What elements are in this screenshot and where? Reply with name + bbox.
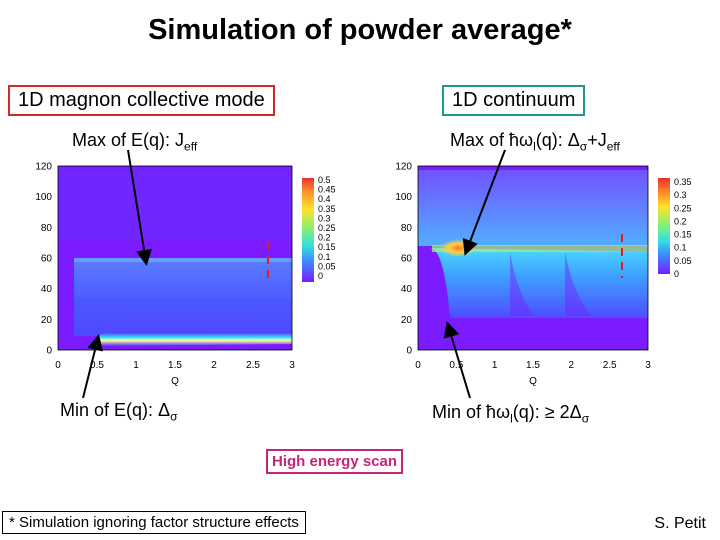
right-upper-region: [418, 170, 648, 246]
right-dip-2: [565, 252, 592, 316]
right-x-tick-label: 0.5: [449, 360, 463, 371]
left-y-tick-label: 0: [46, 346, 52, 357]
left-colorbar-tick-label: 0.5: [318, 175, 331, 185]
left-colorbar-tick-label: 0.45: [318, 185, 336, 195]
right-dip-1: [510, 252, 535, 316]
left-max-arrow: [127, 149, 152, 266]
left-y-tick-label: 120: [35, 162, 52, 173]
left-x-tick-label: 3: [289, 360, 295, 371]
right-x-ticks: 0 0.5 1 1.5 2 2.5 3: [415, 360, 651, 371]
right-colorbar-tick-label: 0: [674, 269, 679, 279]
left-band-top-edge: [74, 258, 292, 262]
right-heatmap-chart: 0 20 40 60 80 100 120 0 0.5 1 1.5 2 2.5 3 0.35 0.3 0.2…: [395, 162, 692, 388]
left-colorbar-tick-label: 0.35: [318, 204, 336, 214]
left-x-tick-label: 0.5: [90, 360, 104, 371]
left-y-tick-label: 20: [41, 315, 53, 326]
right-colorbar: [658, 178, 670, 274]
left-colorbar-tick-label: 0.3: [318, 213, 331, 223]
right-y-tick-label: 20: [401, 315, 413, 326]
left-colorbar: [302, 178, 314, 282]
right-plot-frame: [417, 165, 649, 351]
right-colorbar-tick-label: 0.1: [674, 243, 687, 253]
right-y-tick-label: 100: [395, 192, 412, 203]
left-colorbar-tick-label: 0.25: [318, 223, 336, 233]
left-colorbar-tick-label: 0.2: [318, 233, 331, 243]
right-y-tick-label: 120: [395, 162, 412, 173]
left-x-ticks: 0 0.5 1 1.5 2 2.5 3: [55, 360, 295, 371]
right-y-tick-label: 60: [401, 254, 413, 265]
left-y-tick-label: 60: [41, 254, 53, 265]
continuum-box: 1D continuum: [442, 85, 586, 116]
right-colorbar-tick-label: 0.15: [674, 230, 692, 240]
left-x-tick-label: 1.5: [168, 360, 182, 371]
left-plot-frame: [57, 165, 293, 351]
left-colorbar-tick-label: 0: [318, 271, 323, 281]
left-y-tick-label: 100: [35, 192, 52, 203]
author-credit: S. Petit: [654, 515, 706, 532]
right-x-axis-label: Q: [529, 376, 537, 387]
right-min-arrow: [443, 321, 471, 399]
right-continuum: [430, 248, 648, 318]
right-x-tick-label: 2: [569, 360, 575, 371]
right-min-label: Min of ħωl(q): ≥ 2Δσ: [432, 402, 590, 426]
left-min-label: Min of E(q): Δσ: [60, 400, 178, 424]
right-colorbar-ticks: 0.35 0.3 0.25 0.2 0.15 0.1 0.05 0: [674, 177, 692, 279]
left-y-tick-label: 40: [41, 284, 53, 295]
right-x-tick-label: 1: [492, 360, 498, 371]
left-x-tick-label: 2: [211, 360, 217, 371]
left-gap-edge: [92, 332, 292, 346]
left-x-tick-label: 1: [133, 360, 139, 371]
high-energy-scan-box: High energy scan: [266, 449, 404, 474]
right-colorbar-tick-label: 0.35: [674, 177, 692, 187]
left-x-axis-label: Q: [171, 376, 179, 387]
right-max-line: [432, 245, 648, 252]
left-colorbar-ticks: 0.50.450.40.350.30.250.20.150.10.050: [318, 175, 336, 281]
right-colorbar-tick-label: 0.3: [674, 190, 687, 200]
right-y-tick-label: 40: [401, 284, 413, 295]
left-y-ticks: 0 20 40 60 80 100 120: [35, 162, 52, 357]
right-y-tick-label: 0: [406, 346, 412, 357]
right-max-arrow: [462, 149, 506, 256]
slide-title: Simulation of powder average*: [148, 14, 572, 46]
right-colorbar-tick-label: 0.2: [674, 216, 687, 226]
right-y-tick-label: 80: [401, 223, 413, 234]
right-x-tick-label: 1.5: [526, 360, 540, 371]
right-x-tick-label: 0: [415, 360, 421, 371]
right-y-ticks: 0 20 40 60 80 100 120: [395, 162, 412, 357]
right-colorbar-tick-label: 0.25: [674, 203, 692, 213]
magnon-mode-box: 1D magnon collective mode: [8, 85, 275, 116]
right-x-tick-label: 3: [645, 360, 651, 371]
left-y-tick-label: 80: [41, 223, 53, 234]
right-colorbar-tick-label: 0.05: [674, 256, 692, 266]
left-map-upper-haze: [58, 170, 292, 240]
left-colorbar-tick-label: 0.1: [318, 252, 331, 262]
left-band-lower: [74, 298, 292, 336]
left-x-tick-label: 2.5: [246, 360, 260, 371]
right-x-tick-label: 2.5: [603, 360, 617, 371]
left-x-tick-label: 0: [55, 360, 61, 371]
left-colorbar-tick-label: 0.4: [318, 194, 331, 204]
right-max-label: Max of ħωl(q): Δσ+Jeff: [450, 130, 620, 154]
left-min-arrow: [82, 334, 103, 399]
left-colorbar-tick-label: 0.05: [318, 261, 336, 271]
left-colorbar-tick-label: 0.15: [318, 242, 336, 252]
footnote: * Simulation ignoring factor structure e…: [2, 511, 306, 534]
left-max-label: Max of E(q): Jeff: [72, 130, 198, 154]
